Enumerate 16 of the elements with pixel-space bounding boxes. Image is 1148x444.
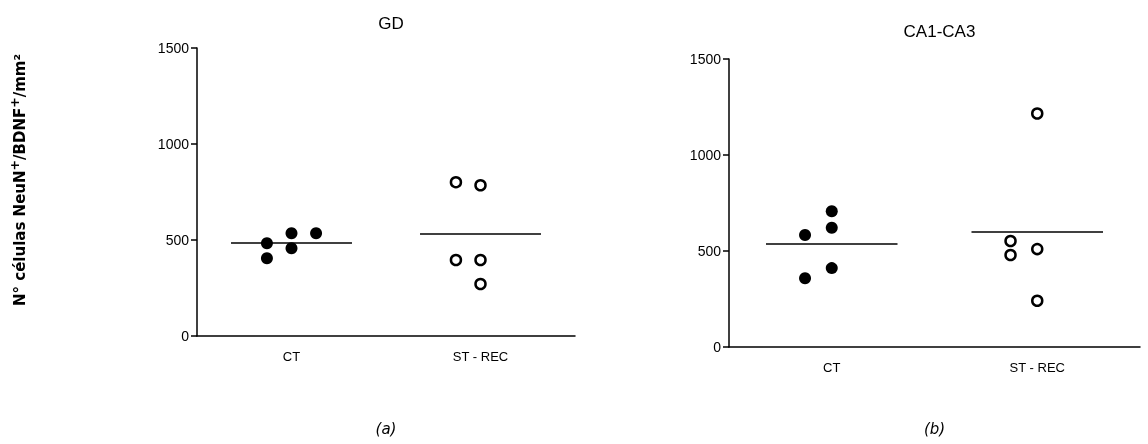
y-tick-label: 1500 [689,51,722,67]
y-tick-label: 0 [181,328,190,344]
x-tick-label: ST - REC [452,349,509,364]
text: (b) [923,420,946,438]
y-tick-label: 1500 [157,40,190,56]
x-tick-label: CT [823,360,841,375]
chart-title: GD [378,14,404,33]
y-tick-label: 1000 [689,147,722,163]
text: (a) [375,420,397,438]
y-tick-label: 0 [713,339,722,355]
x-tick-label: CT [282,349,301,364]
y-tick-label: 1000 [157,136,190,152]
x-tick-label: ST - REC [1009,360,1065,375]
y-tick-label: 500 [697,243,722,259]
y-tick-label: 500 [165,232,190,248]
chart-title: CA1-CA3 [903,22,976,41]
